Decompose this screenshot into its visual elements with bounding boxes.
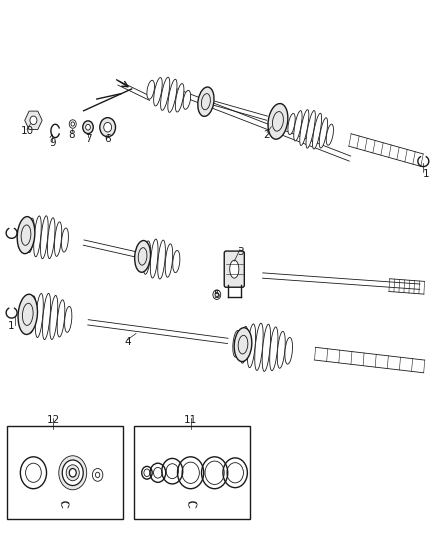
Circle shape <box>83 121 93 134</box>
Ellipse shape <box>147 80 155 99</box>
Text: 2: 2 <box>264 130 270 140</box>
Text: 3: 3 <box>237 247 244 256</box>
Circle shape <box>59 456 87 490</box>
Ellipse shape <box>150 239 158 278</box>
Text: 12: 12 <box>46 415 60 425</box>
Ellipse shape <box>18 294 38 335</box>
Ellipse shape <box>134 240 151 272</box>
Circle shape <box>100 118 116 137</box>
Ellipse shape <box>326 124 333 145</box>
Ellipse shape <box>28 296 36 333</box>
Circle shape <box>66 465 79 481</box>
Ellipse shape <box>247 324 256 368</box>
Ellipse shape <box>234 328 252 361</box>
Bar <box>134 426 250 519</box>
Ellipse shape <box>50 295 58 340</box>
Ellipse shape <box>313 113 321 149</box>
Ellipse shape <box>306 110 315 148</box>
Ellipse shape <box>270 327 278 370</box>
Ellipse shape <box>158 240 166 279</box>
Ellipse shape <box>136 246 143 268</box>
Text: 8: 8 <box>69 130 75 140</box>
Text: 11: 11 <box>184 415 197 425</box>
Text: 1: 1 <box>423 169 430 179</box>
FancyBboxPatch shape <box>224 251 244 287</box>
Ellipse shape <box>34 216 41 257</box>
Ellipse shape <box>268 103 288 139</box>
Text: 7: 7 <box>85 134 92 144</box>
Text: 4: 4 <box>124 337 131 347</box>
Ellipse shape <box>143 241 151 274</box>
Ellipse shape <box>230 260 239 278</box>
Ellipse shape <box>165 244 173 277</box>
Ellipse shape <box>35 294 43 337</box>
Ellipse shape <box>20 222 27 247</box>
Ellipse shape <box>42 293 50 340</box>
Ellipse shape <box>233 330 240 357</box>
Ellipse shape <box>161 77 170 110</box>
Circle shape <box>69 469 76 477</box>
Ellipse shape <box>64 306 72 333</box>
Ellipse shape <box>47 218 55 259</box>
Ellipse shape <box>240 326 248 364</box>
Ellipse shape <box>57 300 65 337</box>
Text: 9: 9 <box>49 138 56 148</box>
Ellipse shape <box>285 337 293 364</box>
Ellipse shape <box>294 111 302 141</box>
Ellipse shape <box>198 87 214 116</box>
Text: 6: 6 <box>104 134 111 144</box>
Circle shape <box>62 460 83 486</box>
Ellipse shape <box>54 222 62 256</box>
Circle shape <box>86 124 90 130</box>
Text: 1: 1 <box>8 321 15 331</box>
Circle shape <box>104 123 112 132</box>
Text: 5: 5 <box>213 290 220 300</box>
Ellipse shape <box>168 79 177 112</box>
Ellipse shape <box>27 218 34 253</box>
Ellipse shape <box>262 324 271 372</box>
Ellipse shape <box>41 216 48 259</box>
Ellipse shape <box>21 301 28 327</box>
Ellipse shape <box>183 91 191 109</box>
Ellipse shape <box>300 110 309 146</box>
Bar <box>7 426 123 519</box>
Ellipse shape <box>17 216 35 254</box>
Ellipse shape <box>61 228 68 252</box>
Ellipse shape <box>277 332 285 368</box>
Ellipse shape <box>319 118 328 148</box>
Circle shape <box>30 116 37 125</box>
Ellipse shape <box>173 251 180 273</box>
Ellipse shape <box>175 84 184 112</box>
Text: 10: 10 <box>20 126 33 136</box>
Ellipse shape <box>288 114 295 134</box>
Ellipse shape <box>154 78 162 106</box>
Circle shape <box>213 290 221 300</box>
Ellipse shape <box>255 323 263 370</box>
